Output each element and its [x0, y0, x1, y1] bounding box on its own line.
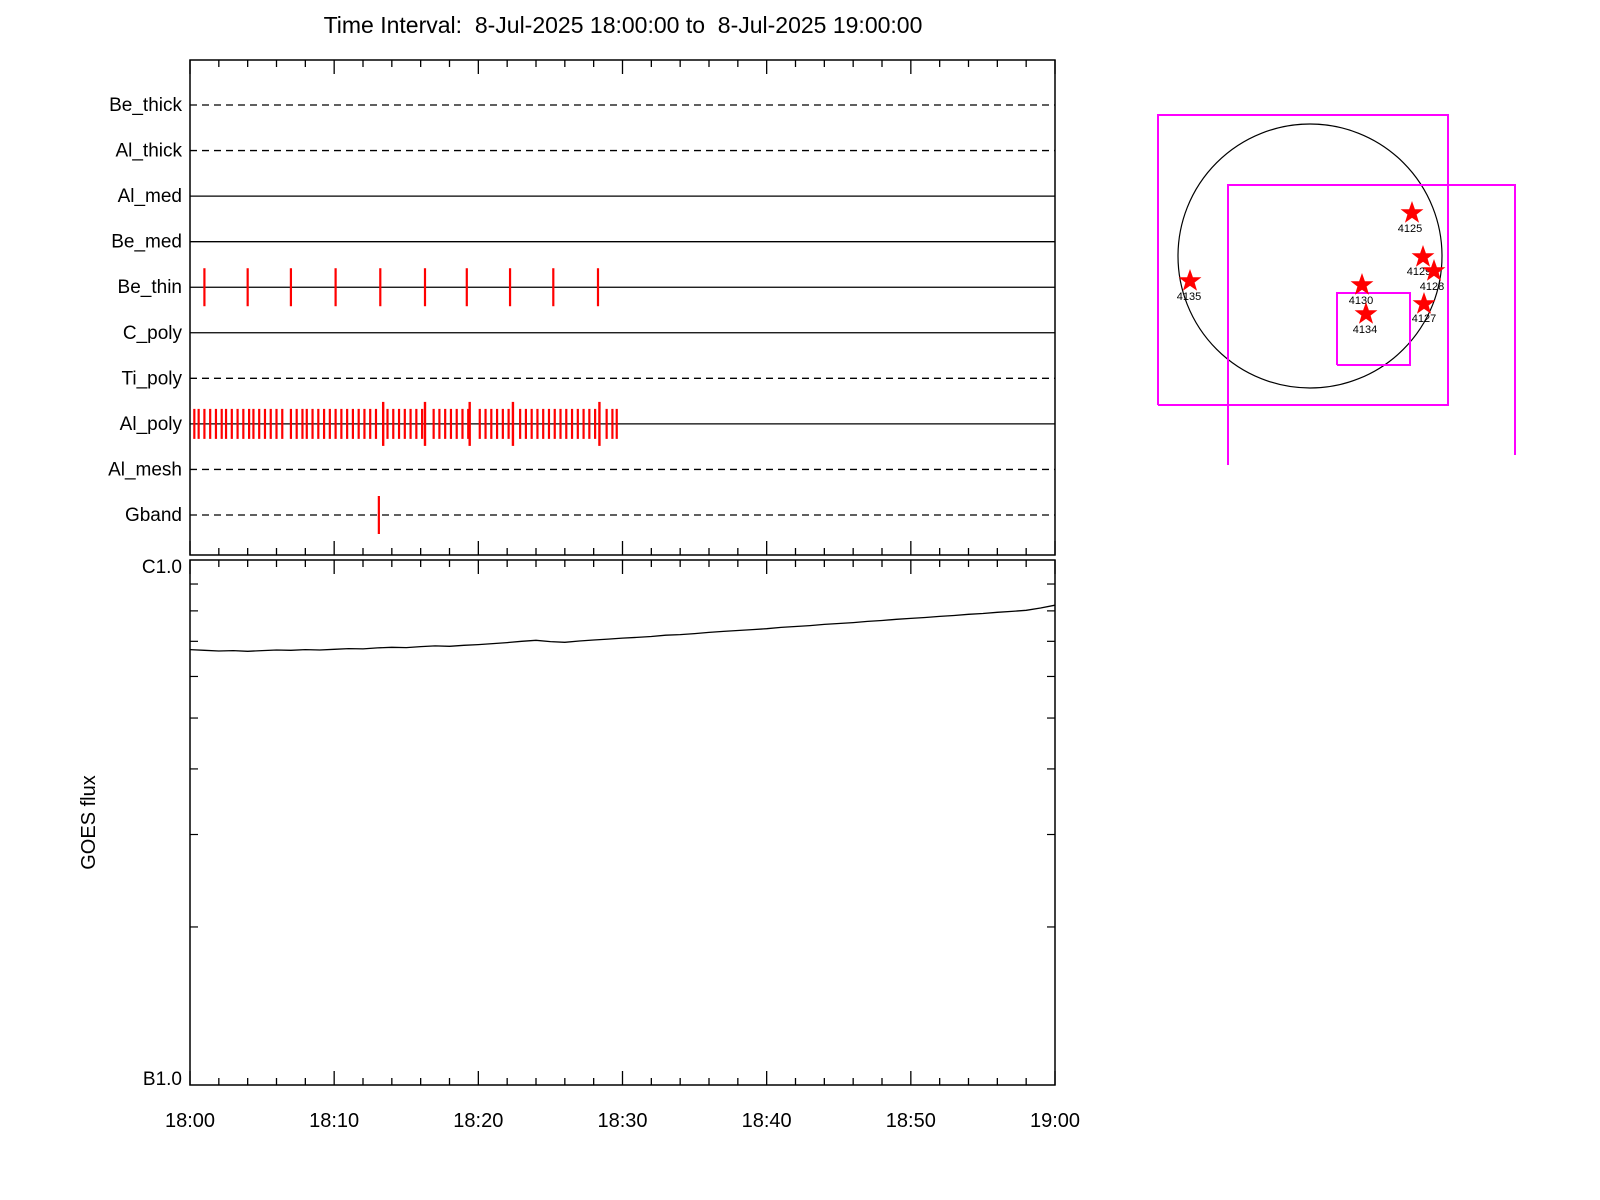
active-region-label: 4134 [1353, 324, 1377, 336]
active-region-star [1412, 291, 1436, 314]
goes-y-bottom-label: B1.0 [143, 1069, 182, 1090]
active-region-star [1400, 200, 1424, 223]
filter-row-label: Al_med [118, 186, 182, 207]
filter-row-label: Gband [125, 505, 182, 526]
goes-x-tick-label: 18:50 [886, 1110, 936, 1132]
active-region-label: 4125 [1398, 223, 1422, 235]
active-region-star [1422, 258, 1446, 281]
goes-y-axis-title: GOES flux [78, 775, 100, 869]
page-title: Time Interval: 8-Jul-2025 18:00:00 to 8-… [323, 12, 923, 38]
solar-limb-circle [1177, 123, 1443, 389]
goes-x-tick-label: 18:10 [309, 1110, 359, 1132]
goes-flux-chart: C1.0 B1.0 18:00 18:10 18:20 18:30 18:40 18:50 19… [78, 557, 1080, 1132]
active-region-star [1354, 301, 1378, 324]
active-region-star [1411, 244, 1435, 267]
goes-x-tick-label: 18:00 [165, 1110, 215, 1132]
fov-box [1157, 114, 1449, 406]
filter-row-label: Al_thick [115, 141, 182, 162]
fov-box [1227, 184, 1516, 465]
goes-x-tick-label: 18:40 [742, 1110, 792, 1132]
fov-box [1336, 292, 1411, 366]
goes-flux-curve [189, 604, 1056, 652]
timeline-panel-border [189, 59, 1056, 556]
active-region-label: 4130 [1349, 295, 1373, 307]
filter-timeline-chart: Be_thick Al_thick Al_med Be_med Be_thin C_pol… [108, 59, 1056, 556]
filter-row-label: Be_thin [118, 277, 182, 298]
goes-x-tick-label: 18:20 [453, 1110, 503, 1132]
filter-row-label: Al_poly [120, 414, 183, 435]
filter-row-label: Be_med [111, 232, 182, 253]
goes-x-tick-label: 19:00 [1030, 1110, 1080, 1132]
active-region-label: 4128 [1420, 281, 1444, 293]
active-region-star [1350, 272, 1374, 295]
filter-row-label: C_poly [123, 323, 183, 344]
goes-y-top-label: C1.0 [142, 557, 182, 578]
goes-x-tick-label: 18:30 [597, 1110, 647, 1132]
filter-row-label: Ti_poly [121, 368, 182, 389]
active-region-label: 4135 [1177, 291, 1201, 303]
filter-row-label: Al_mesh [108, 459, 182, 480]
active-region-label: 4127 [1412, 313, 1436, 325]
active-region-star [1178, 268, 1202, 291]
filter-row-label: Be_thick [109, 95, 182, 116]
